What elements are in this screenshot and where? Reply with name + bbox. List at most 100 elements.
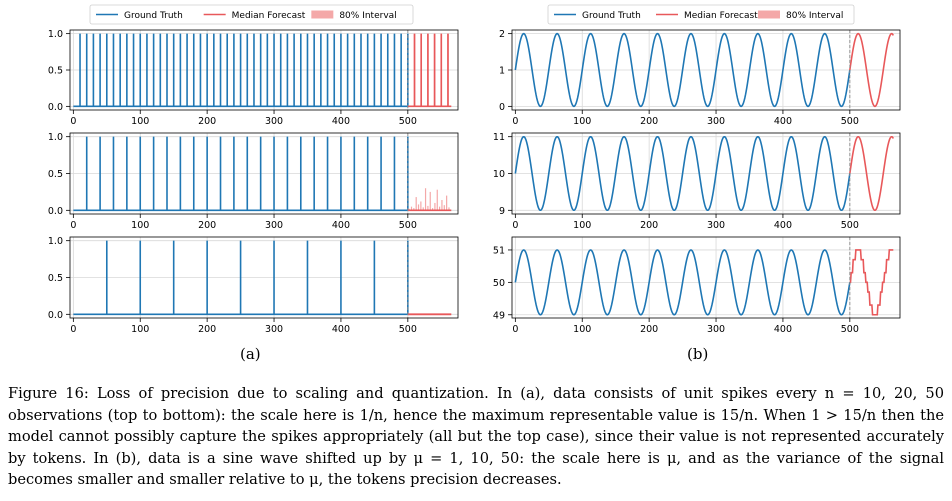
- x-tick-label: 400: [774, 220, 792, 231]
- panel-a-bot: 0 100 200 300 400 500 0.0 0.5 1.0: [48, 236, 459, 335]
- y-tick-label: 0.0: [48, 102, 63, 113]
- interval-band: [408, 188, 450, 211]
- x-tick-label: 100: [573, 220, 591, 231]
- x-tick-label: 0: [70, 220, 76, 231]
- plot-area: [514, 249, 894, 316]
- y-tick-label: 2: [499, 29, 505, 40]
- y-tick-label: 0: [499, 102, 505, 113]
- x-tick-label: 400: [332, 324, 350, 335]
- axes-frame: [69, 29, 459, 111]
- legend-label-interval: 80% Interval: [339, 11, 396, 21]
- x-tick-label: 400: [332, 220, 350, 231]
- x-tick-label: 0: [70, 116, 76, 127]
- x-tick-label: 300: [707, 324, 725, 335]
- y-tick-label: 9: [499, 206, 505, 217]
- caption-label: Figure 16:: [8, 385, 89, 402]
- x-tick-label: 300: [707, 116, 725, 127]
- plot-area: [73, 33, 452, 108]
- x-tick-label: 500: [399, 116, 417, 127]
- legend-b: Ground Truth Median Forecast 80% Interval: [547, 4, 855, 25]
- x-tick-label: 200: [640, 324, 658, 335]
- x-tick-label: 400: [774, 116, 792, 127]
- legend-frame: [547, 4, 855, 25]
- median-forecast-series: [849, 249, 894, 316]
- legend-label-ground_truth: Ground Truth: [124, 11, 183, 21]
- x-tick-label: 0: [70, 324, 76, 335]
- y-tick-label: 0.5: [48, 169, 63, 180]
- figure-16: Ground Truth Median Forecast 80% Interval G…: [48, 4, 901, 335]
- subfigure-a-label: (a): [240, 345, 261, 363]
- y-tick-label: 11: [493, 132, 505, 143]
- plot-area: [73, 136, 452, 212]
- x-tick-label: 500: [841, 220, 859, 231]
- y-tick-label: 0.0: [48, 206, 63, 217]
- x-tick-label: 200: [640, 220, 658, 231]
- subfigure-b-label: (b): [687, 345, 709, 363]
- ground-truth-series: [73, 33, 409, 108]
- x-tick-label: 0: [512, 116, 518, 127]
- x-tick-label: 100: [573, 116, 591, 127]
- y-tick-label: 0.5: [48, 66, 63, 77]
- x-tick-label: 400: [774, 324, 792, 335]
- median-forecast-series: [849, 32, 894, 108]
- median-forecast-series: [849, 135, 895, 212]
- panel-a-top: 0 100 200 300 400 500 0.0 0.5 1.0: [48, 29, 459, 127]
- panel-b-top: 0 100 200 300 400 500 0 1 2: [499, 29, 901, 127]
- legend-swatch-interval: [758, 10, 780, 19]
- y-tick-label: 10: [493, 169, 505, 180]
- x-tick-label: 0: [512, 324, 518, 335]
- x-tick-label: 300: [707, 220, 725, 231]
- x-tick-label: 200: [198, 116, 216, 127]
- axes-frame: [69, 132, 459, 215]
- x-tick-label: 300: [265, 116, 283, 127]
- figure-caption: Figure 16: Loss of precision due to scal…: [8, 383, 944, 491]
- x-tick-label: 100: [131, 116, 149, 127]
- legend-label-ground_truth: Ground Truth: [582, 11, 641, 21]
- legend-label-interval: 80% Interval: [786, 11, 843, 21]
- plot-area: [514, 32, 894, 108]
- plot-area: [73, 240, 452, 316]
- x-tick-label: 500: [841, 324, 859, 335]
- median-forecast-series: [407, 33, 452, 108]
- x-tick-label: 400: [332, 116, 350, 127]
- y-tick-label: 0.0: [48, 310, 63, 321]
- x-tick-label: 500: [399, 220, 417, 231]
- axes-frame: [511, 236, 901, 319]
- y-tick-label: 1.0: [48, 29, 63, 40]
- legend-frame: [89, 4, 414, 25]
- panel-a-mid: 0 100 200 300 400 500 0.0 0.5 1.0: [48, 132, 459, 231]
- axes-frame: [511, 29, 901, 111]
- ground-truth-series: [514, 32, 851, 108]
- y-tick-label: 50: [493, 278, 505, 289]
- x-tick-label: 100: [131, 324, 149, 335]
- x-tick-label: 300: [265, 220, 283, 231]
- x-tick-label: 200: [198, 324, 216, 335]
- axes-frame: [69, 236, 459, 319]
- caption-text: Loss of precision due to scaling and qua…: [8, 385, 944, 489]
- legend-swatch-interval: [311, 10, 334, 19]
- y-tick-label: 51: [493, 245, 505, 256]
- legend-label-median_forecast: Median Forecast: [684, 11, 758, 21]
- legend-label-median_forecast: Median Forecast: [232, 11, 306, 21]
- y-tick-label: 1.0: [48, 236, 63, 247]
- ground-truth-series: [73, 240, 409, 316]
- plot-area: [514, 135, 895, 212]
- y-tick-label: 1.0: [48, 132, 63, 143]
- ground-truth-series: [73, 136, 409, 212]
- panel-b-bot: 0 100 200 300 400 500 49 50 51: [493, 236, 901, 335]
- x-tick-label: 100: [131, 220, 149, 231]
- ground-truth-series: [514, 249, 851, 316]
- ground-truth-series: [514, 135, 851, 212]
- x-tick-label: 300: [265, 324, 283, 335]
- y-tick-label: 1: [499, 66, 505, 77]
- x-tick-label: 500: [399, 324, 417, 335]
- panel-b-mid: 0 100 200 300 400 500 9 10 11: [493, 132, 901, 231]
- x-tick-label: 500: [841, 116, 859, 127]
- x-tick-label: 200: [640, 116, 658, 127]
- axes-frame: [511, 132, 901, 215]
- y-tick-label: 0.5: [48, 273, 63, 284]
- x-tick-label: 100: [573, 324, 591, 335]
- x-tick-label: 0: [512, 220, 518, 231]
- legend-a: Ground Truth Median Forecast 80% Interval: [89, 4, 414, 25]
- y-tick-label: 49: [493, 310, 505, 321]
